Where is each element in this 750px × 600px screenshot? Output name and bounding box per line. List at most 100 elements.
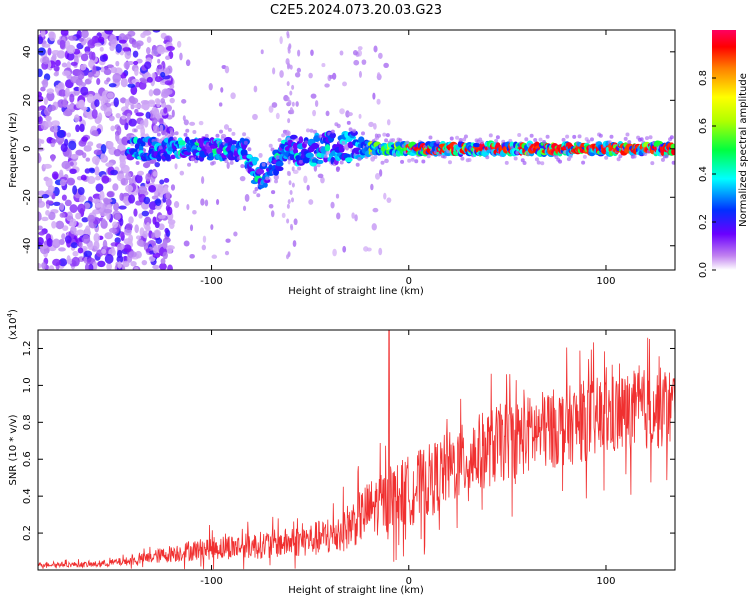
spectrogram-cell [317, 159, 324, 165]
spectrogram-cell [138, 213, 143, 219]
spectrogram-cell [224, 65, 230, 74]
spectrogram-cell [65, 40, 71, 51]
spectrogram-cell [88, 263, 94, 270]
spectrogram-cell [671, 160, 675, 165]
spectrogram-cell [48, 211, 56, 221]
snr-y-tick-label: 0.8 [22, 414, 33, 430]
snr-multiplier-base: (x10 [8, 317, 19, 340]
spectrogram-cell [105, 162, 114, 168]
spectrogram-cell [324, 144, 331, 152]
spectrogram-cell [124, 200, 130, 206]
spectrogram-cell [42, 56, 50, 65]
spectrogram-cell [43, 163, 52, 169]
spectrogram-cell [373, 154, 378, 159]
spectrogram-cell [181, 99, 187, 104]
spectrogram-cell [70, 75, 79, 84]
spectrogram-cell [123, 244, 132, 253]
spectrogram-cell [178, 140, 186, 146]
spectrogram-cell [48, 31, 56, 42]
spectrogram-cell [288, 100, 292, 106]
spectrogram-cell [61, 160, 71, 170]
spectrogram-cell [135, 81, 141, 88]
spectrogram-cell [120, 77, 128, 88]
spectrogram-cell [87, 71, 94, 78]
spectrogram-cell [373, 123, 377, 130]
spectrogram-cell [60, 30, 69, 37]
spectrogram-cell [128, 118, 137, 127]
spectrogram-cell [297, 166, 302, 171]
spectrogram-cell [149, 159, 154, 164]
spectrogram-cell [38, 68, 43, 78]
spectrogram-cell [317, 173, 324, 179]
spectrogram-cell [128, 234, 134, 243]
spectrogram-cell [148, 184, 157, 193]
spectrogram-cell [116, 125, 122, 136]
spectrogram-cell [46, 88, 55, 94]
spectrogram-cell [377, 72, 381, 78]
spectrogram-cell [66, 52, 75, 61]
spectrogram-cell [52, 238, 61, 249]
spectrogram-cell [210, 224, 214, 230]
spectrogram-cell [172, 136, 177, 141]
spectrogram-cell [106, 92, 114, 99]
spectrogram-cell [165, 153, 171, 161]
spectrogram-cell [223, 124, 230, 130]
spectrogram-cell [170, 184, 176, 191]
spectrogram-cell [59, 169, 64, 178]
snr-multiplier: (x104) [6, 309, 19, 340]
spectrogram-cell [294, 72, 301, 78]
spectrogram-cell [38, 231, 45, 236]
colorbar-tick-label: 0.0 [698, 262, 709, 278]
spectrogram-cell [156, 132, 161, 137]
spectrogram-cell [106, 262, 113, 270]
snr-y-tick-label: 0.4 [22, 488, 33, 504]
spectrogram-cell [447, 160, 452, 165]
spectrogram-cell [374, 173, 381, 180]
spectrogram-cell [163, 88, 173, 95]
spectrogram-y-tick-label: 0 [22, 146, 33, 152]
spectrogram-cell [240, 164, 245, 169]
spectrogram-cell [147, 101, 156, 108]
spectrogram-cell [152, 171, 158, 177]
spectrogram-cell [51, 138, 57, 144]
spectrogram-cell [536, 160, 541, 165]
spectrogram-cell [371, 223, 377, 231]
spectrogram-cell [568, 154, 573, 159]
spectrogram-cell [290, 225, 294, 231]
spectrogram-cell [165, 205, 171, 212]
spectrogram-cell [68, 103, 74, 110]
spectrogram-cell [639, 137, 644, 142]
spectrogram-cell [660, 157, 665, 162]
spectrogram-cell [165, 245, 173, 254]
spectrogram-cell [119, 192, 124, 201]
spectrogram-cell [62, 98, 68, 108]
spectrogram-cell [145, 111, 151, 119]
spectrogram-cell [59, 202, 65, 211]
spectrogram-cell [157, 64, 163, 70]
spectrogram-cell [176, 40, 182, 48]
spectrogram-cell [143, 196, 151, 205]
spectrogram-cell [55, 59, 61, 67]
spectrogram-cell [262, 182, 268, 188]
spectrogram-cell [73, 114, 80, 123]
spectrogram-cell [522, 160, 527, 165]
spectrogram-cell [357, 46, 363, 51]
spectrogram-cell [130, 97, 139, 105]
spectrogram-cell [38, 115, 43, 125]
spectrogram-cell [124, 98, 130, 109]
spectrogram-cell [275, 166, 284, 172]
spectrogram-cell [565, 134, 570, 139]
spectrogram-cell [133, 208, 138, 217]
spectrogram-cell [38, 153, 41, 163]
spectrogram-cell [115, 113, 121, 119]
spectrogram-cell [128, 216, 134, 224]
spectrogram-cell [47, 47, 52, 56]
spectrogram-cell [323, 154, 328, 159]
spectrogram-cell [287, 118, 291, 124]
spectrogram-cell [145, 222, 151, 231]
spectrogram-cell [295, 137, 300, 142]
spectrogram-cell [295, 101, 299, 107]
spectrogram-cell [66, 177, 76, 186]
spectrogram-cell [165, 191, 171, 200]
spectrogram-y-tick-label: 40 [22, 45, 33, 58]
